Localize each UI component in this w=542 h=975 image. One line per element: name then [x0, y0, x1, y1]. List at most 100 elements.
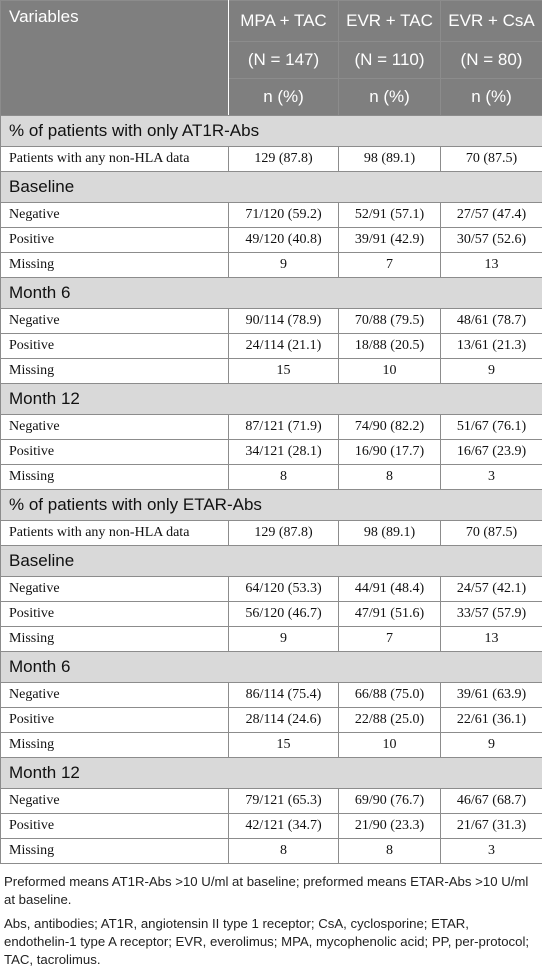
row-label: Positive — [1, 602, 229, 627]
section-header-row: Month 6 — [1, 278, 542, 309]
cell-value: 24/114 (21.1) — [229, 334, 339, 359]
row-label: Patients with any non-HLA data — [1, 521, 229, 546]
cell-value: 28/114 (24.6) — [229, 708, 339, 733]
row-label: Positive — [1, 814, 229, 839]
cell-value: 66/88 (75.0) — [339, 683, 441, 708]
cell-value: 27/57 (47.4) — [441, 203, 542, 228]
header-col-2-unit: n (%) — [339, 79, 441, 116]
section-header-row: Month 12 — [1, 384, 542, 415]
cell-value: 39/91 (42.9) — [339, 228, 441, 253]
cell-value: 79/121 (65.3) — [229, 789, 339, 814]
row-label: Negative — [1, 415, 229, 440]
table-footnotes: Preformed means AT1R-Abs >10 U/ml at bas… — [0, 864, 542, 969]
cell-value: 48/61 (78.7) — [441, 309, 542, 334]
cell-value: 129 (87.8) — [229, 521, 339, 546]
row-label: Missing — [1, 733, 229, 758]
cell-value: 7 — [339, 253, 441, 278]
row-label: Patients with any non-HLA data — [1, 147, 229, 172]
cell-value: 3 — [441, 465, 542, 490]
row-label: Missing — [1, 253, 229, 278]
cell-value: 52/91 (57.1) — [339, 203, 441, 228]
cell-value: 56/120 (46.7) — [229, 602, 339, 627]
cell-value: 22/88 (25.0) — [339, 708, 441, 733]
row-label: Negative — [1, 683, 229, 708]
cell-value: 98 (89.1) — [339, 521, 441, 546]
header-col-3-unit: n (%) — [441, 79, 542, 116]
cell-value: 47/91 (51.6) — [339, 602, 441, 627]
cell-value: 16/67 (23.9) — [441, 440, 542, 465]
section-header-row: Month 6 — [1, 652, 542, 683]
cell-value: 9 — [229, 627, 339, 652]
row-label: Positive — [1, 708, 229, 733]
section-title: Month 6 — [1, 278, 542, 309]
cell-value: 22/61 (36.1) — [441, 708, 542, 733]
footnote: Preformed means AT1R-Abs >10 U/ml at bas… — [4, 873, 536, 909]
cell-value: 21/90 (23.3) — [339, 814, 441, 839]
section-title: Baseline — [1, 172, 542, 203]
cell-value: 8 — [339, 839, 441, 864]
header-col-3-name: EVR + CsA — [441, 1, 542, 42]
cell-value: 21/67 (31.3) — [441, 814, 542, 839]
section-header-row: Month 12 — [1, 758, 542, 789]
cell-value: 90/114 (78.9) — [229, 309, 339, 334]
row-label: Negative — [1, 789, 229, 814]
header-col-1-unit: n (%) — [229, 79, 339, 116]
cell-value: 8 — [339, 465, 441, 490]
cell-value: 8 — [229, 465, 339, 490]
cell-value: 13/61 (21.3) — [441, 334, 542, 359]
results-table: Variables MPA + TAC EVR + TAC EVR + CsA … — [0, 0, 542, 864]
cell-value: 34/121 (28.1) — [229, 440, 339, 465]
cell-value: 129 (87.8) — [229, 147, 339, 172]
cell-value: 39/61 (63.9) — [441, 683, 542, 708]
cell-value: 9 — [229, 253, 339, 278]
header-col-1-n: (N = 147) — [229, 42, 339, 79]
cell-value: 71/120 (59.2) — [229, 203, 339, 228]
section-header-row: Baseline — [1, 172, 542, 203]
row-label: Positive — [1, 334, 229, 359]
header-row-names: Variables MPA + TAC EVR + TAC EVR + CsA — [1, 1, 542, 42]
row-label: Missing — [1, 465, 229, 490]
cell-value: 74/90 (82.2) — [339, 415, 441, 440]
cell-value: 13 — [441, 253, 542, 278]
row-label: Positive — [1, 228, 229, 253]
row-label: Negative — [1, 203, 229, 228]
cell-value: 15 — [229, 359, 339, 384]
section-title: Baseline — [1, 546, 542, 577]
cell-value: 98 (89.1) — [339, 147, 441, 172]
section-header-row: % of patients with only AT1R-Abs — [1, 116, 542, 147]
row-label: Positive — [1, 440, 229, 465]
row-label: Negative — [1, 577, 229, 602]
row-label: Missing — [1, 627, 229, 652]
section-title: Month 6 — [1, 652, 542, 683]
section-title: Month 12 — [1, 384, 542, 415]
cell-value: 9 — [441, 733, 542, 758]
cell-value: 70 (87.5) — [441, 147, 542, 172]
section-header-row: % of patients with only ETAR-Abs — [1, 490, 542, 521]
header-variables: Variables — [1, 1, 229, 116]
header-col-2-n: (N = 110) — [339, 42, 441, 79]
row-label: Missing — [1, 839, 229, 864]
row-label: Missing — [1, 359, 229, 384]
cell-value: 42/121 (34.7) — [229, 814, 339, 839]
cell-value: 15 — [229, 733, 339, 758]
section-title: % of patients with only ETAR-Abs — [1, 490, 542, 521]
section-header-row: Baseline — [1, 546, 542, 577]
cell-value: 86/114 (75.4) — [229, 683, 339, 708]
footnote: Abs, antibodies; AT1R, angiotensin II ty… — [4, 915, 536, 969]
header-col-1-name: MPA + TAC — [229, 1, 339, 42]
cell-value: 24/57 (42.1) — [441, 577, 542, 602]
section-title: % of patients with only AT1R-Abs — [1, 116, 542, 147]
